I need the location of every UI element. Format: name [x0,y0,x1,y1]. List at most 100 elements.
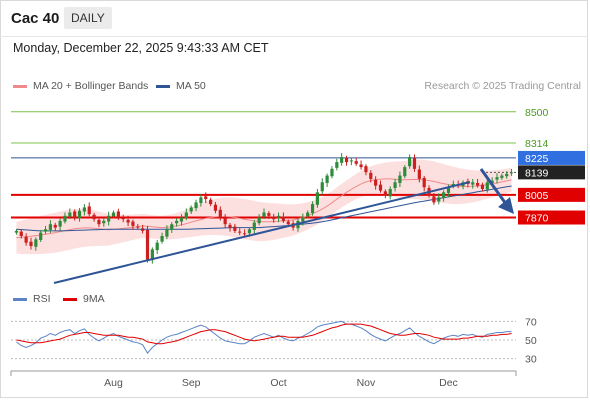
candle-body [145,229,150,260]
candle-body [509,172,514,174]
legend-ma50: MA 50 [156,80,206,92]
candle-body [82,207,86,212]
candle-body [19,231,23,236]
candle-body [344,157,349,163]
candle-body [374,179,378,186]
candle-body [398,175,402,183]
candle-body [378,184,383,191]
candle-body [184,212,188,219]
candle-body [500,175,504,178]
candle-body [53,224,57,228]
candle-body [24,236,28,243]
level-label-8005: 8005 [525,190,549,202]
candle-body [354,161,358,164]
legend-rsi-ma: 9MA [63,293,105,305]
candle-body [315,192,319,205]
candle-body [408,157,412,167]
candle-body [204,196,208,200]
ma20-swatch [13,84,27,88]
candle-body [175,220,179,224]
x-tick-dec: Dec [439,377,458,389]
projection-arrow-head [498,197,514,214]
credit-text: Research © 2025 Trading Central [424,80,581,92]
candle-body [223,218,227,225]
candle-body [39,232,43,241]
x-tick-nov: Nov [357,377,376,389]
candle-body [228,224,232,228]
candle-body [48,224,53,230]
rsi-swatch [13,297,27,301]
candle-body [340,157,344,163]
level-tag-7870 [518,210,585,225]
chart-header: Cac 40 DAILY [0,0,588,37]
candle-body [160,235,164,242]
candle-body [485,182,489,190]
candle-body [63,215,67,222]
legend-ma20-label: MA 20 + Bollinger Bands [33,80,149,92]
candle-body [58,220,62,227]
candle-body [218,209,222,218]
candle-body [233,226,237,231]
candle-body [73,211,77,218]
level-tag-8225 [518,150,585,165]
timestamp: Monday, December 22, 2025 9:43:33 AM CET [13,41,269,55]
candle-body [77,210,82,219]
legend-rsi-label: RSI [33,293,51,305]
candle-body [364,166,368,173]
candle-body [102,220,106,224]
candle-body [199,197,203,204]
current-price-tag [518,165,585,180]
x-tick-aug: Aug [104,377,123,389]
candle-body [87,206,91,215]
candle-body [252,222,256,230]
rsi-tick-70: 70 [525,316,537,328]
level-label-8225: 8225 [525,153,549,165]
rsi-tick-30: 30 [525,354,537,366]
candle-body [165,229,169,237]
candle-body [150,249,154,261]
level-label-8500: 8500 [525,107,549,119]
candle-body [179,217,184,222]
candle-body [141,228,145,231]
candle-body [247,229,252,234]
current-price-label: 8139 [525,167,549,179]
candle-body [325,175,329,183]
candle-body [272,216,276,220]
ma50-line [16,185,512,232]
candle-body [495,177,499,180]
candle-body [310,204,315,214]
candle-body [437,197,441,202]
candle-body [189,207,193,212]
x-tick-sep: Sep [182,377,201,389]
candle-body [422,177,426,188]
candle-body [335,162,339,168]
candle-body [388,188,392,197]
candle-body [480,184,485,189]
level-label-8314: 8314 [525,138,549,150]
candle-body [490,180,494,183]
legend-ma50-label: MA 50 [176,80,206,92]
candle-body [14,230,19,233]
legend-rsi: RSI [13,293,51,305]
candle-body [267,213,271,216]
candle-body [359,164,363,168]
projection-arrow-shaft [479,168,508,205]
candle-body [262,212,266,217]
candle-body [306,212,310,217]
candle-body [34,239,38,247]
candle-body [238,231,242,233]
candle-body [403,167,407,177]
ma20-line [16,178,512,239]
candle-body [257,217,261,224]
candle-body [242,233,247,235]
candle-body [393,182,397,188]
candle-body [126,219,130,223]
support-trendline [53,181,471,284]
candle-body [29,241,33,247]
period-selector[interactable]: DAILY [64,7,112,29]
candle-body [136,226,140,228]
legend-ma20: MA 20 + Bollinger Bands [13,80,148,92]
candle-body [43,229,48,232]
